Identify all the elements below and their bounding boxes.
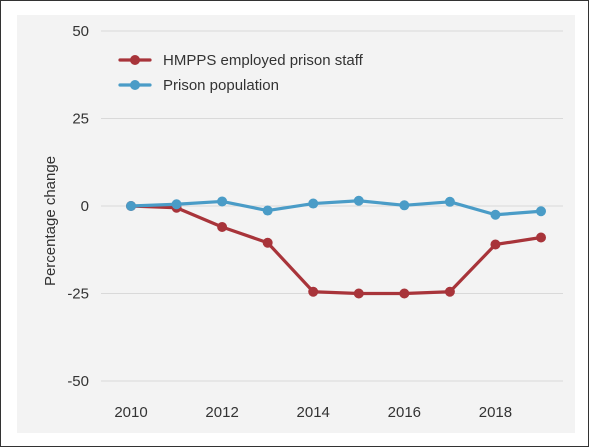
series-0 [126, 201, 546, 299]
data-point [308, 286, 319, 297]
data-point [262, 237, 273, 248]
data-point [353, 195, 364, 206]
data-point [490, 209, 501, 220]
series-1 [126, 195, 546, 220]
series-line [129, 204, 543, 296]
data-point [353, 288, 364, 299]
data-point [217, 222, 228, 232]
series-lines [126, 195, 546, 299]
data-point [171, 199, 182, 210]
data-point [308, 198, 319, 209]
data-point [126, 201, 136, 211]
data-point [262, 205, 273, 216]
x-tick-label: 2012 [205, 404, 238, 421]
x-axis-ticks: 2010 2012 2014 2016 2018 [114, 404, 512, 421]
y-axis-title: Percentage change [42, 156, 59, 286]
y-tick-label: 25 [72, 111, 89, 128]
data-point [536, 206, 546, 217]
x-tick-label: 2016 [388, 404, 421, 421]
y-tick-label: -25 [67, 286, 89, 303]
y-axis-ticks: 50 25 0 -25 -50 [67, 23, 89, 390]
legend-item: Prison population [118, 77, 279, 94]
x-tick-label: 2010 [114, 404, 147, 421]
chart-panel: 50 25 0 -25 -50 2010 2012 2014 2016 2018 Percent… [17, 15, 575, 433]
legend-swatch-marker [130, 80, 140, 90]
data-point [536, 232, 546, 243]
data-point [490, 239, 501, 250]
data-point [399, 288, 410, 299]
legend-item: HMPPS employed prison staff [118, 52, 364, 69]
data-point [444, 196, 455, 207]
series-line [129, 199, 543, 217]
data-point [217, 196, 228, 207]
y-tick-label: 0 [81, 198, 89, 215]
data-point [399, 200, 410, 211]
y-tick-label: 50 [72, 23, 89, 40]
line-chart: 50 25 0 -25 -50 2010 2012 2014 2016 2018 Percent… [42, 23, 563, 421]
data-point [444, 286, 455, 297]
legend: HMPPS employed prison staff Prison popula… [118, 52, 364, 94]
y-tick-label: -50 [67, 373, 89, 390]
legend-swatch-marker [130, 55, 140, 65]
x-tick-label: 2014 [297, 404, 330, 421]
legend-label: HMPPS employed prison staff [163, 52, 364, 69]
legend-label: Prison population [163, 77, 279, 94]
x-tick-label: 2018 [479, 404, 512, 421]
